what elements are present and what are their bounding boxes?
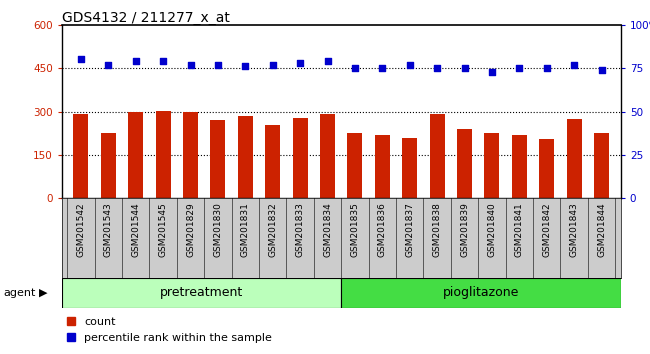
Point	[460, 65, 470, 71]
Bar	[540, 139, 554, 198]
Point	[514, 65, 525, 71]
Bar	[347, 133, 363, 198]
Bar	[265, 125, 280, 198]
Text: GSM201829: GSM201829	[186, 202, 195, 257]
Text: GSM201837: GSM201837	[405, 202, 414, 257]
Point	[487, 69, 497, 74]
Bar	[211, 120, 226, 198]
Point	[240, 64, 250, 69]
Bar	[73, 114, 88, 198]
Text: GSM201545: GSM201545	[159, 202, 168, 257]
Bar	[341, 278, 621, 308]
Bar	[430, 114, 445, 198]
Bar	[402, 137, 417, 198]
Bar	[62, 278, 341, 308]
Bar	[101, 133, 116, 198]
Bar	[128, 112, 143, 198]
Text: GSM201842: GSM201842	[542, 202, 551, 257]
Text: GSM201840: GSM201840	[488, 202, 497, 257]
Text: pioglitazone: pioglitazone	[443, 286, 519, 299]
Bar	[320, 114, 335, 198]
Text: GSM201830: GSM201830	[213, 202, 222, 257]
Text: GSM201833: GSM201833	[296, 202, 305, 257]
Legend: count, percentile rank within the sample: count, percentile rank within the sample	[68, 317, 272, 343]
Point	[103, 62, 114, 68]
Bar	[238, 116, 253, 198]
Bar	[512, 135, 527, 198]
Point	[295, 60, 306, 66]
Text: agent: agent	[3, 288, 36, 298]
Text: ▶: ▶	[39, 288, 47, 298]
Point	[377, 65, 387, 71]
Text: GSM201543: GSM201543	[104, 202, 113, 257]
Point	[596, 67, 606, 73]
Text: GSM201544: GSM201544	[131, 202, 140, 257]
Point	[569, 62, 579, 68]
Point	[185, 62, 196, 68]
Bar	[375, 135, 390, 198]
Text: GSM201835: GSM201835	[350, 202, 359, 257]
Point	[268, 62, 278, 68]
Point	[432, 65, 443, 71]
Point	[213, 62, 223, 68]
Text: pretreatment: pretreatment	[160, 286, 243, 299]
Bar	[292, 118, 307, 198]
Text: GSM201839: GSM201839	[460, 202, 469, 257]
Bar	[183, 112, 198, 198]
Text: GSM201831: GSM201831	[241, 202, 250, 257]
Text: GSM201834: GSM201834	[323, 202, 332, 257]
Point	[131, 58, 141, 64]
Point	[158, 58, 168, 64]
Text: GSM201542: GSM201542	[77, 202, 85, 257]
Bar	[594, 133, 609, 198]
Point	[322, 58, 333, 64]
Text: GSM201843: GSM201843	[569, 202, 578, 257]
Text: GSM201832: GSM201832	[268, 202, 278, 257]
Text: GSM201838: GSM201838	[433, 202, 441, 257]
Text: GSM201841: GSM201841	[515, 202, 524, 257]
Bar	[484, 133, 499, 198]
Text: GDS4132 / 211277_x_at: GDS4132 / 211277_x_at	[62, 11, 229, 25]
Bar	[567, 119, 582, 198]
Point	[541, 65, 552, 71]
Bar	[457, 129, 472, 198]
Point	[350, 65, 360, 71]
Text: GSM201836: GSM201836	[378, 202, 387, 257]
Bar	[155, 111, 171, 198]
Text: GSM201844: GSM201844	[597, 202, 606, 257]
Point	[404, 62, 415, 68]
Point	[76, 57, 86, 62]
